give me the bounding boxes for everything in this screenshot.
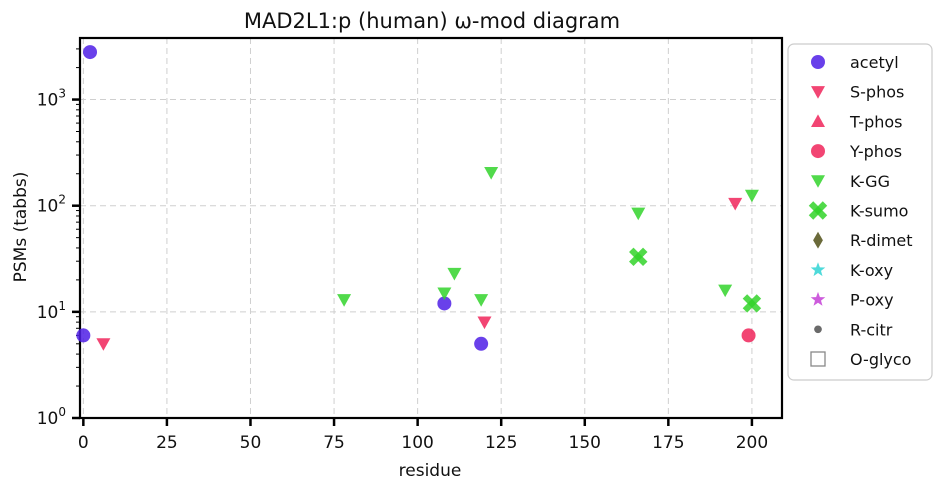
- x-tick-label: 25: [156, 433, 178, 453]
- x-marker-stroke: [629, 247, 648, 267]
- legend-label: K-sumo: [850, 202, 908, 221]
- data-point-acetyl: [474, 336, 489, 351]
- x-tick-label: 50: [240, 433, 262, 453]
- data-point-k-gg: [631, 207, 646, 221]
- legend-label: Y-phos: [849, 142, 902, 161]
- data-point-k-gg: [718, 284, 733, 298]
- legend-marker: [808, 201, 828, 220]
- x-tick-label: 100: [401, 433, 433, 453]
- legend-item-acetyl: acetyl: [811, 53, 899, 72]
- x-marker-stroke: [808, 201, 828, 220]
- y-tick-label: 100: [37, 405, 66, 429]
- data-point-k-gg: [437, 287, 452, 301]
- data-point-y-phos: [741, 328, 756, 343]
- legend-marker: [811, 86, 825, 99]
- legend-label: S-phos: [850, 83, 904, 102]
- legend-label: K-GG: [850, 172, 890, 191]
- y-tick-label: 101: [37, 299, 66, 323]
- legend-item-p-oxy: P-oxy: [810, 291, 894, 310]
- data-point-k-gg: [337, 294, 352, 307]
- data-point-s-phos: [96, 338, 111, 351]
- legend-marker: [814, 325, 822, 334]
- chart-title: MAD2L1:p (human) ω-mod diagram: [244, 9, 620, 33]
- data-point-k-gg: [484, 167, 499, 180]
- legend-label: R-dimet: [850, 231, 913, 250]
- legend-label: acetyl: [850, 53, 899, 72]
- legend-item-k-oxy: K-oxy: [810, 261, 893, 280]
- legend-label: R-citr: [850, 320, 893, 339]
- y-axis: 100 101 102 103: [37, 48, 80, 429]
- legend-item-k-gg: K-GG: [811, 172, 890, 191]
- legend-label: P-oxy: [850, 291, 894, 310]
- legend-item-o-glyco: O-glyco: [810, 350, 911, 369]
- data-point-k-gg: [744, 189, 759, 203]
- legend-marker: [810, 262, 826, 277]
- legend-marker: [810, 291, 826, 306]
- legend-item-y-phos: Y-phos: [811, 142, 902, 161]
- legend-marker: [810, 351, 826, 367]
- data-points: [76, 45, 762, 351]
- x-tick-label: 125: [485, 433, 517, 453]
- y-tick-label: 102: [37, 193, 66, 217]
- x-tick-label: 150: [569, 433, 601, 453]
- x-tick-label: 175: [652, 433, 684, 453]
- x-axis-label: residue: [399, 461, 462, 481]
- plot-border: [78, 36, 784, 420]
- data-point-s-phos: [477, 316, 492, 330]
- plot-frame: [78, 36, 784, 420]
- legend-item-r-dimet: R-dimet: [813, 231, 913, 250]
- legend-marker: [811, 114, 825, 127]
- x-tick-label: 200: [736, 433, 768, 453]
- legend-item-s-phos: S-phos: [811, 83, 904, 102]
- legend-item-r-citr: R-citr: [814, 320, 893, 339]
- legend-item-k-sumo: K-sumo: [808, 201, 908, 221]
- data-point-acetyl: [437, 296, 452, 311]
- data-point-s-phos: [728, 197, 743, 211]
- x-tick-label: 75: [323, 433, 345, 453]
- data-point-k-gg: [447, 267, 462, 281]
- x-axis: 0 25 50 75 100 125 150 175 200: [78, 418, 768, 453]
- legend-label: K-oxy: [850, 261, 893, 280]
- data-point-acetyl: [76, 328, 91, 343]
- data-point-acetyl: [83, 45, 98, 60]
- grid: [80, 38, 782, 419]
- data-point-k-sumo: [742, 294, 762, 313]
- legend-item-t-phos: T-phos: [811, 112, 903, 131]
- x-tick-label: 0: [78, 433, 89, 453]
- legend-marker: [813, 231, 823, 249]
- legend: acetyl S-phos T-phos Y-phos K-GG K-sumo R-dime…: [787, 43, 933, 381]
- y-axis-label: PSMs (tabbs): [11, 172, 31, 283]
- data-point-k-gg: [474, 294, 489, 307]
- legend-marker: [811, 175, 825, 188]
- legend-box: [787, 43, 933, 381]
- legend-label: T-phos: [849, 112, 903, 131]
- x-marker-stroke: [742, 294, 762, 313]
- legend-marker: [811, 55, 825, 69]
- legend-marker: [811, 144, 825, 159]
- legend-label: O-glyco: [850, 350, 911, 369]
- y-tick-label: 103: [37, 87, 66, 111]
- data-point-k-sumo: [629, 247, 648, 267]
